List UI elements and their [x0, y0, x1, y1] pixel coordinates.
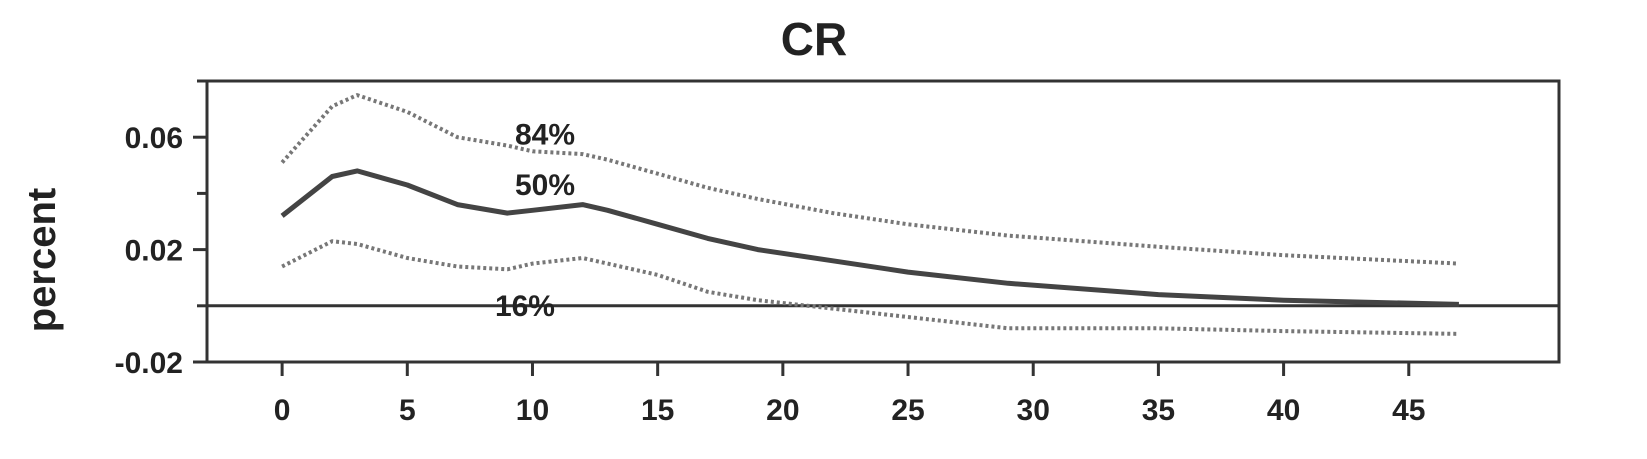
- y-tick-label: 0.06: [125, 122, 183, 155]
- x-tick-label: 0: [274, 394, 291, 427]
- x-tick-label: 10: [516, 394, 549, 427]
- x-tick-label: 20: [766, 394, 799, 427]
- y-axis-label: percent: [20, 188, 64, 333]
- x-tick-label: 35: [1142, 394, 1175, 427]
- plot-area: [207, 93, 1559, 336]
- y-tick-label: -0.02: [115, 347, 183, 380]
- band-label: 84%: [515, 118, 575, 151]
- x-tick-label: 5: [399, 394, 416, 427]
- band-label: 16%: [495, 290, 555, 323]
- band-label: 50%: [515, 169, 575, 202]
- x-tick-label: 40: [1267, 394, 1300, 427]
- x-tick-label: 45: [1392, 394, 1425, 427]
- band-labels: 84% 50% 16%: [495, 118, 575, 322]
- x-tick-label: 15: [641, 394, 674, 427]
- x-tick-label: 30: [1017, 394, 1050, 427]
- y-tick-label: 0.02: [125, 235, 183, 268]
- series-line-50pct: [280, 168, 1459, 307]
- plot-frame: [205, 79, 1561, 364]
- x-tick-label: 25: [891, 394, 924, 427]
- series-line-84pct: [280, 93, 1459, 266]
- series-line-16pct: [281, 239, 1459, 336]
- chart-title: CR: [781, 13, 847, 65]
- axes: 0 5 10 15 20 25 30 35 40 45 -0.02 0.02 0.06: [115, 79, 1425, 427]
